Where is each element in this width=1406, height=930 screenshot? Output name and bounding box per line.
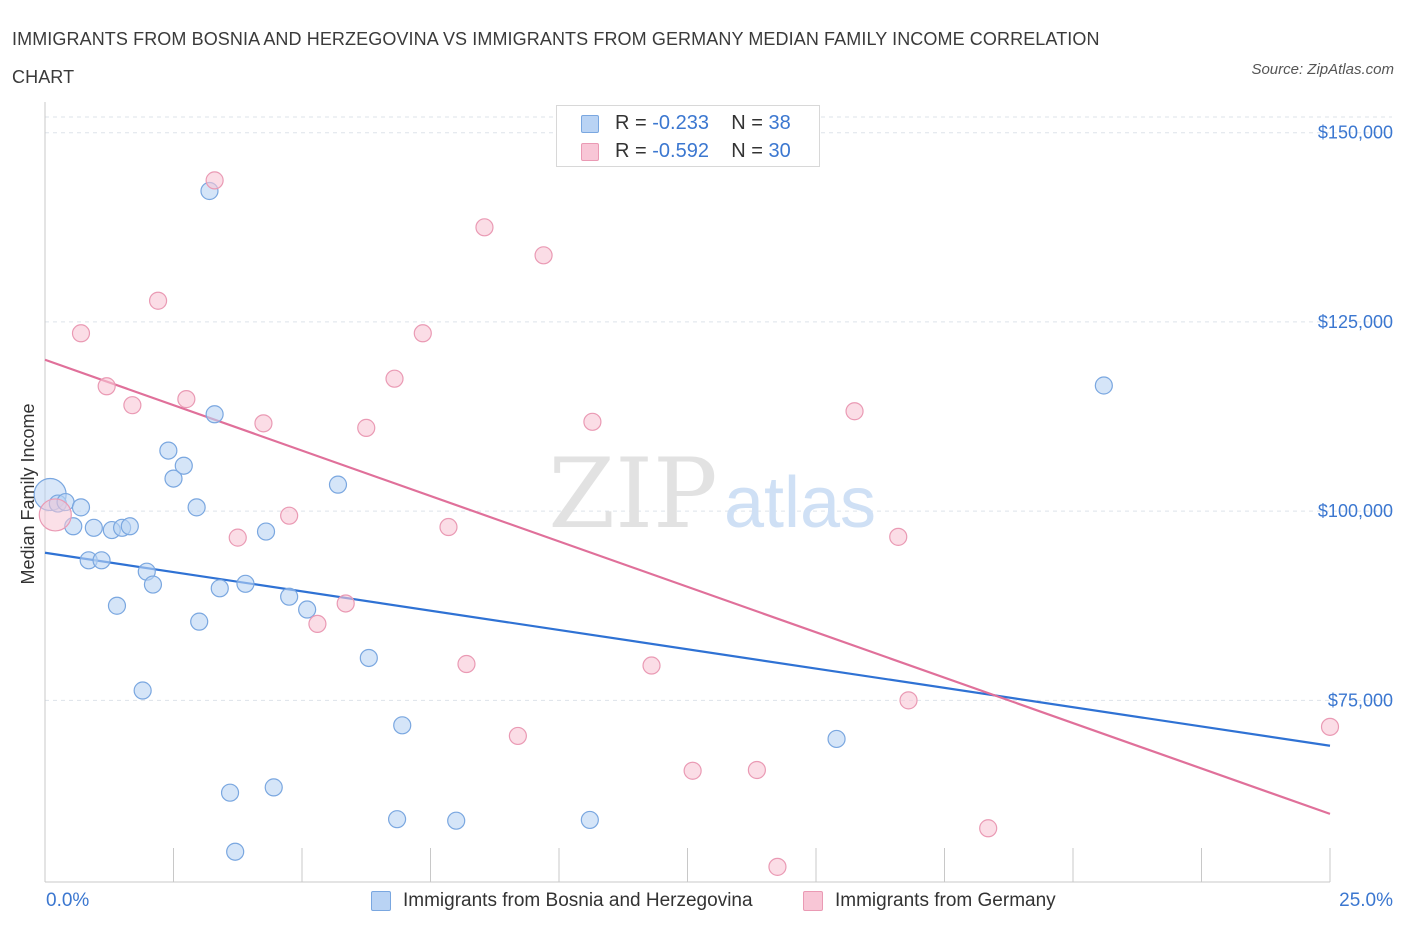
data-point-germany <box>475 218 494 237</box>
data-point-germany <box>385 369 404 388</box>
legend-stats: R = -0.233 N = 38 R = -0.592 N = 30 <box>556 105 820 167</box>
data-point-bosnia <box>827 729 846 749</box>
data-point-bosnia <box>84 518 103 537</box>
data-point-germany <box>228 528 247 547</box>
data-point-bosnia <box>264 778 283 797</box>
data-point-bosnia <box>164 469 183 488</box>
data-point-germany <box>123 396 142 415</box>
data-point-germany <box>683 761 702 780</box>
data-point-germany <box>534 246 553 265</box>
data-point-germany <box>439 517 458 537</box>
data-point-germany <box>1320 717 1340 736</box>
data-point-germany <box>254 414 273 433</box>
data-point-bosnia <box>226 842 245 861</box>
y-tick-labels: $75,000 $100,000 $125,000 $150,000 <box>1318 123 1393 711</box>
data-point-germany <box>97 377 116 396</box>
data-point-germany <box>845 402 864 421</box>
data-point-germany <box>747 760 766 780</box>
data-point-bosnia <box>393 716 412 735</box>
data-point-bosnia <box>447 811 466 830</box>
data-point-germany <box>889 527 908 546</box>
data-point-germany <box>177 390 196 409</box>
data-point-bosnia <box>256 522 276 541</box>
chart-title: IMMIGRANTS FROM BOSNIA AND HERZEGOVINA V… <box>12 29 1100 87</box>
data-point-germany <box>979 819 998 838</box>
n-value-germany: 30 <box>768 140 791 162</box>
data-point-bosnia <box>298 600 317 619</box>
data-point-germany <box>71 324 91 343</box>
n-label: N = <box>731 140 763 162</box>
data-points <box>33 171 1340 876</box>
y-tick-label: $150,000 <box>1318 123 1393 143</box>
data-point-bosnia <box>236 574 255 593</box>
data-point-germany <box>357 418 376 437</box>
r-label: R = <box>615 140 647 162</box>
data-point-bosnia <box>580 810 599 830</box>
data-point-bosnia <box>133 681 152 700</box>
legend-label-germany: Immigrants from Germany <box>835 890 1056 911</box>
watermark-atlas: atlas <box>724 463 876 543</box>
y-axis-label: Median Family Income <box>18 403 38 584</box>
data-point-germany <box>308 614 327 634</box>
data-point-germany <box>642 656 661 675</box>
legend-swatch-germany <box>803 891 823 911</box>
data-point-germany <box>336 594 355 613</box>
trend-lines <box>44 358 1331 815</box>
watermark: ZIP atlas <box>548 438 876 550</box>
data-point-bosnia <box>159 441 178 460</box>
x-tick-label-min: 0.0% <box>46 890 90 911</box>
data-point-bosnia <box>143 575 163 594</box>
data-point-germany <box>899 691 918 710</box>
data-point-germany <box>280 506 299 525</box>
legend-swatch-germany <box>581 143 599 161</box>
data-point-bosnia <box>107 596 127 615</box>
data-point-germany <box>768 857 787 876</box>
data-point-bosnia <box>92 551 111 570</box>
r-value-bosnia: -0.233 <box>652 112 709 134</box>
legend-swatch-bosnia <box>581 115 599 133</box>
data-point-germany <box>457 654 476 674</box>
data-point-germany <box>148 291 168 310</box>
data-point-germany <box>413 324 432 343</box>
data-point-bosnia <box>210 579 229 598</box>
grid-lines <box>45 116 1392 701</box>
data-point-germany <box>205 171 224 190</box>
data-point-bosnia <box>387 810 407 829</box>
source-label: Source: ZipAtlas.com <box>1251 61 1394 78</box>
data-point-bosnia <box>220 783 240 802</box>
r-value-germany: -0.592 <box>652 140 709 162</box>
r-label: R = <box>615 112 647 134</box>
data-point-bosnia <box>120 517 139 536</box>
y-tick-label: $100,000 <box>1318 501 1393 521</box>
legend-label-bosnia: Immigrants from Bosnia and Herzegovina <box>403 890 753 911</box>
data-point-bosnia <box>190 612 209 631</box>
y-tick-label: $75,000 <box>1328 690 1393 710</box>
trend-line-bosnia <box>44 551 1331 747</box>
data-point-germany <box>508 726 527 746</box>
data-point-bosnia <box>328 475 348 494</box>
data-point-bosnia <box>187 498 206 517</box>
watermark-zip: ZIP <box>548 438 717 550</box>
data-point-germany <box>583 412 602 431</box>
legend-swatch-bosnia <box>371 891 391 911</box>
data-point-bosnia <box>205 405 224 424</box>
trend-line-germany <box>44 358 1331 815</box>
y-tick-label: $125,000 <box>1318 312 1393 332</box>
data-point-bosnia <box>71 498 91 517</box>
n-value-bosnia: 38 <box>768 112 791 134</box>
data-point-bosnia <box>1094 376 1113 395</box>
data-point-bosnia <box>280 587 299 606</box>
data-point-bosnia <box>359 648 378 668</box>
n-label: N = <box>731 112 763 134</box>
data-point-germany <box>38 498 72 532</box>
x-tick-label-max: 25.0% <box>1339 890 1393 911</box>
data-point-bosnia <box>174 456 193 475</box>
